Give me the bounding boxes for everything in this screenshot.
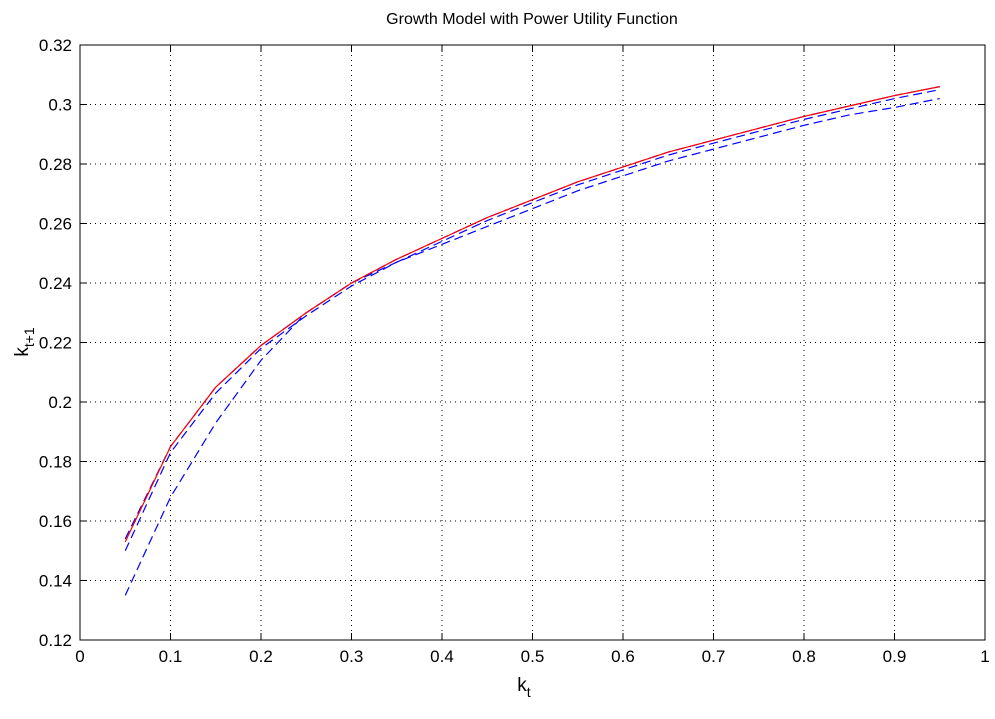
- y-tick-label: 0.24: [39, 274, 72, 293]
- series-group: [124, 86, 940, 596]
- chart-title: Growth Model with Power Utility Function: [386, 11, 678, 28]
- x-axis-label-base: k: [517, 675, 527, 696]
- x-tick-label: 0.8: [792, 647, 816, 666]
- y-tick-labels: 0.12 0.14 0.16 0.18 0.2 0.22 0.24 0.26 0.28 0.3 0.…: [39, 36, 72, 650]
- y-tick-label: 0.2: [48, 393, 72, 412]
- x-tick-label: 0.9: [883, 647, 907, 666]
- x-tick-label: 0.3: [340, 647, 364, 666]
- y-tick-label: 0.18: [39, 453, 72, 472]
- series-line-dashed: [124, 97, 940, 596]
- y-tick-label: 0.14: [39, 572, 72, 591]
- y-tick-label: 0.32: [39, 36, 72, 55]
- y-tick-label: 0.16: [39, 512, 72, 531]
- y-tick-label: 0.28: [39, 155, 72, 174]
- x-tick-label: 0: [75, 647, 84, 666]
- series-line-dashed: [124, 86, 940, 540]
- x-tick-label: 0.1: [159, 647, 183, 666]
- series-line-dashed: [124, 89, 940, 552]
- y-tick-label: 0.26: [39, 215, 72, 234]
- y-tick-label: 0.12: [39, 631, 72, 650]
- y-tick-label: 0.22: [39, 334, 72, 353]
- x-tick-label: 0.2: [249, 647, 273, 666]
- y-axis-label: kt+1: [12, 327, 37, 357]
- x-axis-label: kt: [517, 675, 531, 700]
- x-tick-label: 0.6: [611, 647, 635, 666]
- x-axis-label-subscript: t: [527, 684, 531, 700]
- y-tick-label: 0.3: [48, 96, 72, 115]
- grid: [80, 45, 985, 640]
- x-tick-label: 1: [980, 647, 989, 666]
- series-line-solid: [124, 86, 940, 543]
- y-axis-label-base: k: [12, 347, 33, 357]
- y-axis-label-subscript: t+1: [21, 327, 37, 347]
- axis-ticks: [79, 44, 986, 641]
- x-tick-label: 0.7: [702, 647, 726, 666]
- x-tick-label: 0.4: [430, 647, 454, 666]
- x-tick-label: 0.5: [521, 647, 545, 666]
- x-tick-labels: 0 0.1 0.2 0.3 0.4 0.5 0.6 0.7 0.8 0.9 1: [75, 647, 989, 666]
